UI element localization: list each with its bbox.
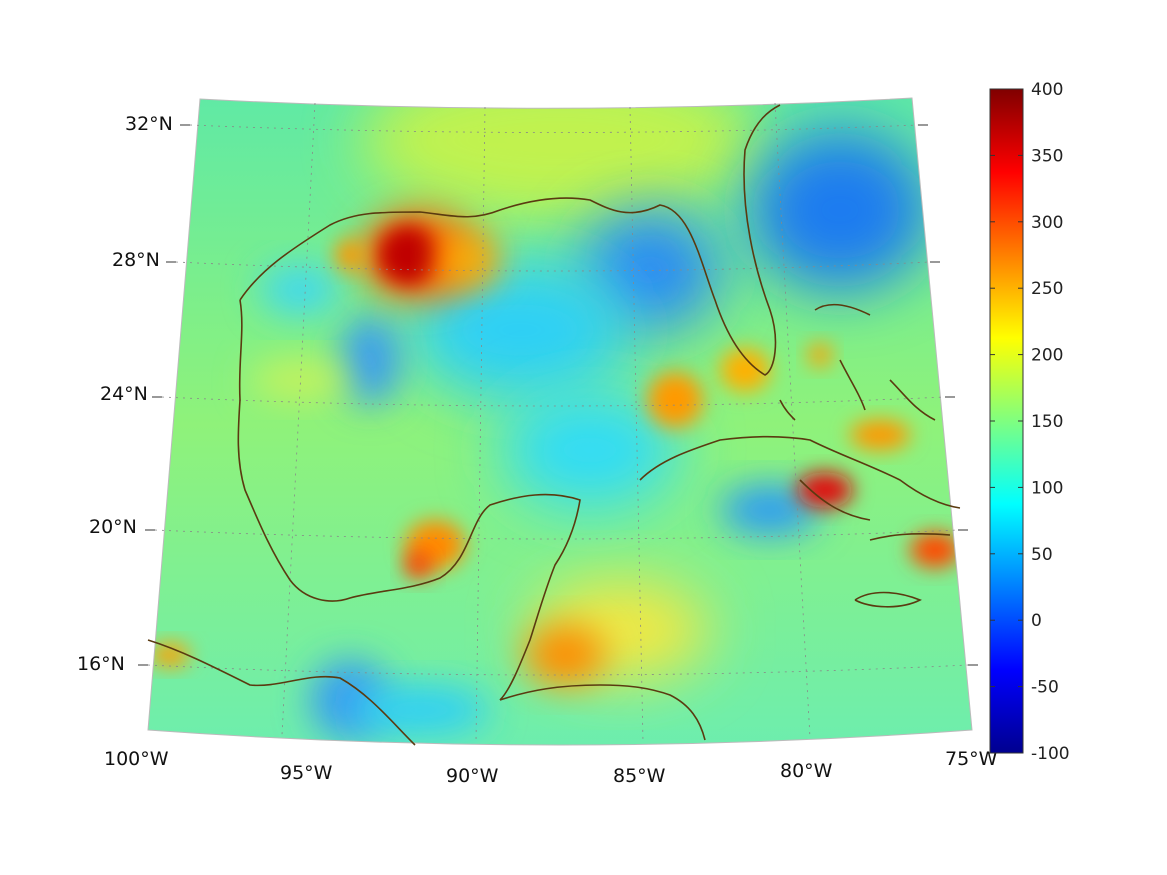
map-frame [147, 97, 973, 746]
lat-label-28: 28°N [112, 249, 160, 271]
colorbar-tick-label: 300 [1031, 213, 1063, 233]
lat-label-16: 16°N [77, 653, 125, 675]
data-field [148, 98, 972, 745]
colorbar: 400 350 300 250 200 150 100 50 0 -50 -100 [989, 80, 1070, 764]
colorbar-tick-label: 0 [1031, 611, 1042, 631]
colorbar-tick-label: 250 [1031, 279, 1063, 299]
coastline [147, 104, 961, 746]
colorbar-tick-label: -50 [1031, 678, 1059, 698]
latitude-labels: 32°N 28°N 24°N 20°N 16°N [77, 113, 173, 675]
lat-label-20: 20°N [89, 516, 137, 538]
frame-ticks [138, 124, 978, 666]
colorbar-tick-label: -100 [1031, 744, 1070, 764]
colorbar-tick-label: 200 [1031, 346, 1063, 366]
lon-label-75: 75°W [945, 748, 998, 770]
lon-label-95: 95°W [280, 762, 333, 784]
colorbar-tick-label: 150 [1031, 412, 1063, 432]
colorbar-tick-label: 50 [1031, 545, 1053, 565]
colorbar-tick-label: 100 [1031, 478, 1063, 498]
colorbar-tick-label: 350 [1031, 146, 1063, 166]
lon-label-85: 85°W [613, 765, 666, 787]
lat-label-24: 24°N [100, 383, 148, 405]
colorbar-tick-label: 400 [1031, 80, 1063, 100]
lon-label-80: 80°W [780, 760, 833, 782]
lon-label-90: 90°W [446, 765, 499, 787]
colorbar-gradient [989, 88, 1024, 754]
lat-label-32: 32°N [125, 113, 173, 135]
longitude-labels: 100°W 95°W 90°W 85°W 80°W 75°W [104, 748, 998, 787]
lon-label-100: 100°W [104, 748, 169, 770]
